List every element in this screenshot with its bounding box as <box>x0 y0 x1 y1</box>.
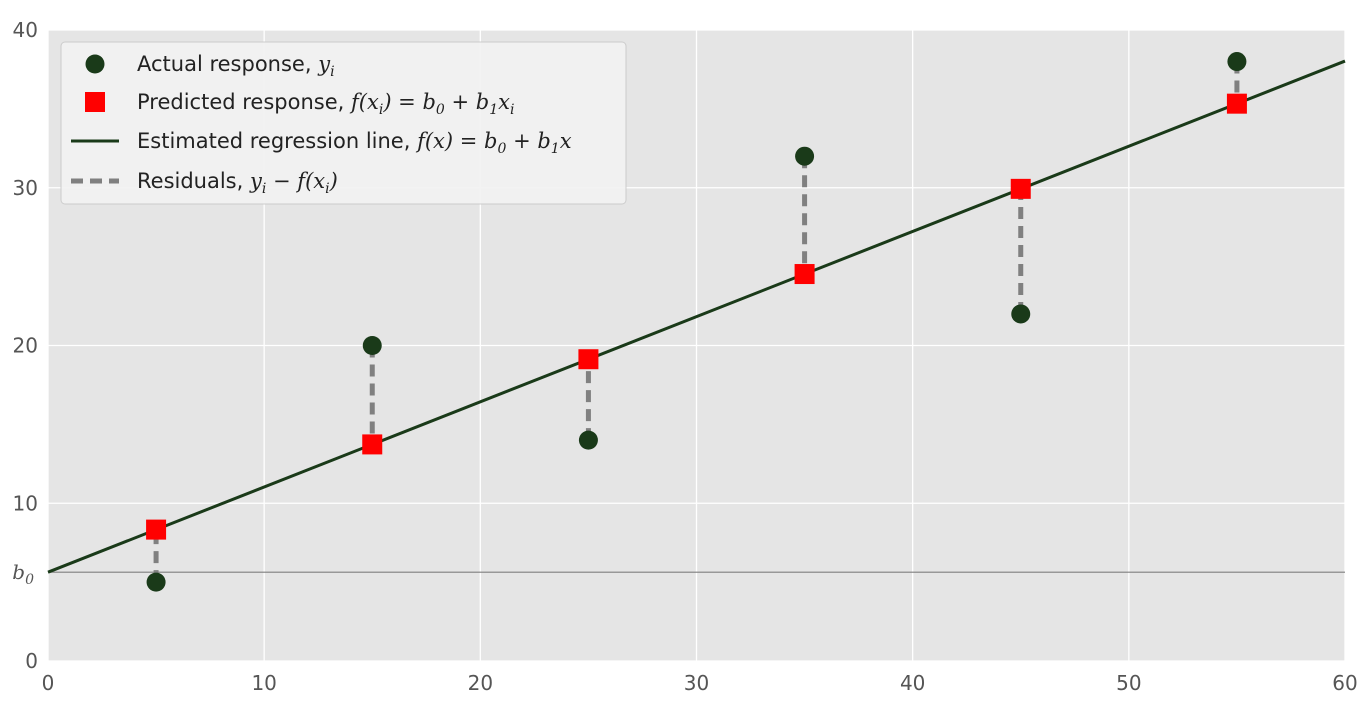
predicted-point <box>1010 178 1031 199</box>
legend-label: Actual response, yi​ <box>137 52 335 80</box>
legend-label: Estimated regression line, f(x) = b0​ + … <box>137 129 572 157</box>
actual-point <box>362 336 382 355</box>
x-tick-label: 20 <box>468 671 493 695</box>
y-tick-label: 0 <box>25 649 38 673</box>
x-tick-label: 50 <box>1116 671 1141 695</box>
x-tick-label: 40 <box>900 671 925 695</box>
x-tick-label: 60 <box>1332 671 1357 695</box>
legend-label: Residuals, yi​ − f(xi​) <box>137 169 338 197</box>
predicted-point <box>362 434 383 455</box>
predicted-point <box>1226 93 1247 114</box>
data-series <box>47 52 1346 592</box>
actual-point <box>1011 304 1031 324</box>
axis-ticks: 0 10 20 30 40 50 60 0 10 20 30 40 b0 <box>12 18 1357 695</box>
legend-marker-predicted <box>85 92 105 112</box>
legend-label: Predicted response, f(xi​) = b0​ + b1​xi… <box>137 90 514 118</box>
legend-box <box>60 41 627 205</box>
intercept-tick-label: b0 <box>12 560 34 588</box>
predicted-point <box>794 264 815 285</box>
actual-point <box>146 572 166 592</box>
actual-point <box>795 146 815 166</box>
legend: Actual response, yi​ Predicted response, … <box>60 41 627 205</box>
regression-line <box>47 59 1346 574</box>
actual-point <box>1227 52 1247 72</box>
x-tick-label: 30 <box>684 671 709 695</box>
x-tick-label: 0 <box>42 671 55 695</box>
actual-point <box>578 430 598 450</box>
legend-marker-actual <box>85 54 105 74</box>
x-tick-label: 10 <box>251 671 276 695</box>
predicted-point <box>146 519 167 540</box>
y-tick-label: 40 <box>13 18 38 42</box>
y-tick-label: 20 <box>13 334 38 358</box>
y-tick-label: 10 <box>13 491 38 515</box>
predicted-point <box>578 349 599 370</box>
y-tick-label: 30 <box>13 176 38 200</box>
